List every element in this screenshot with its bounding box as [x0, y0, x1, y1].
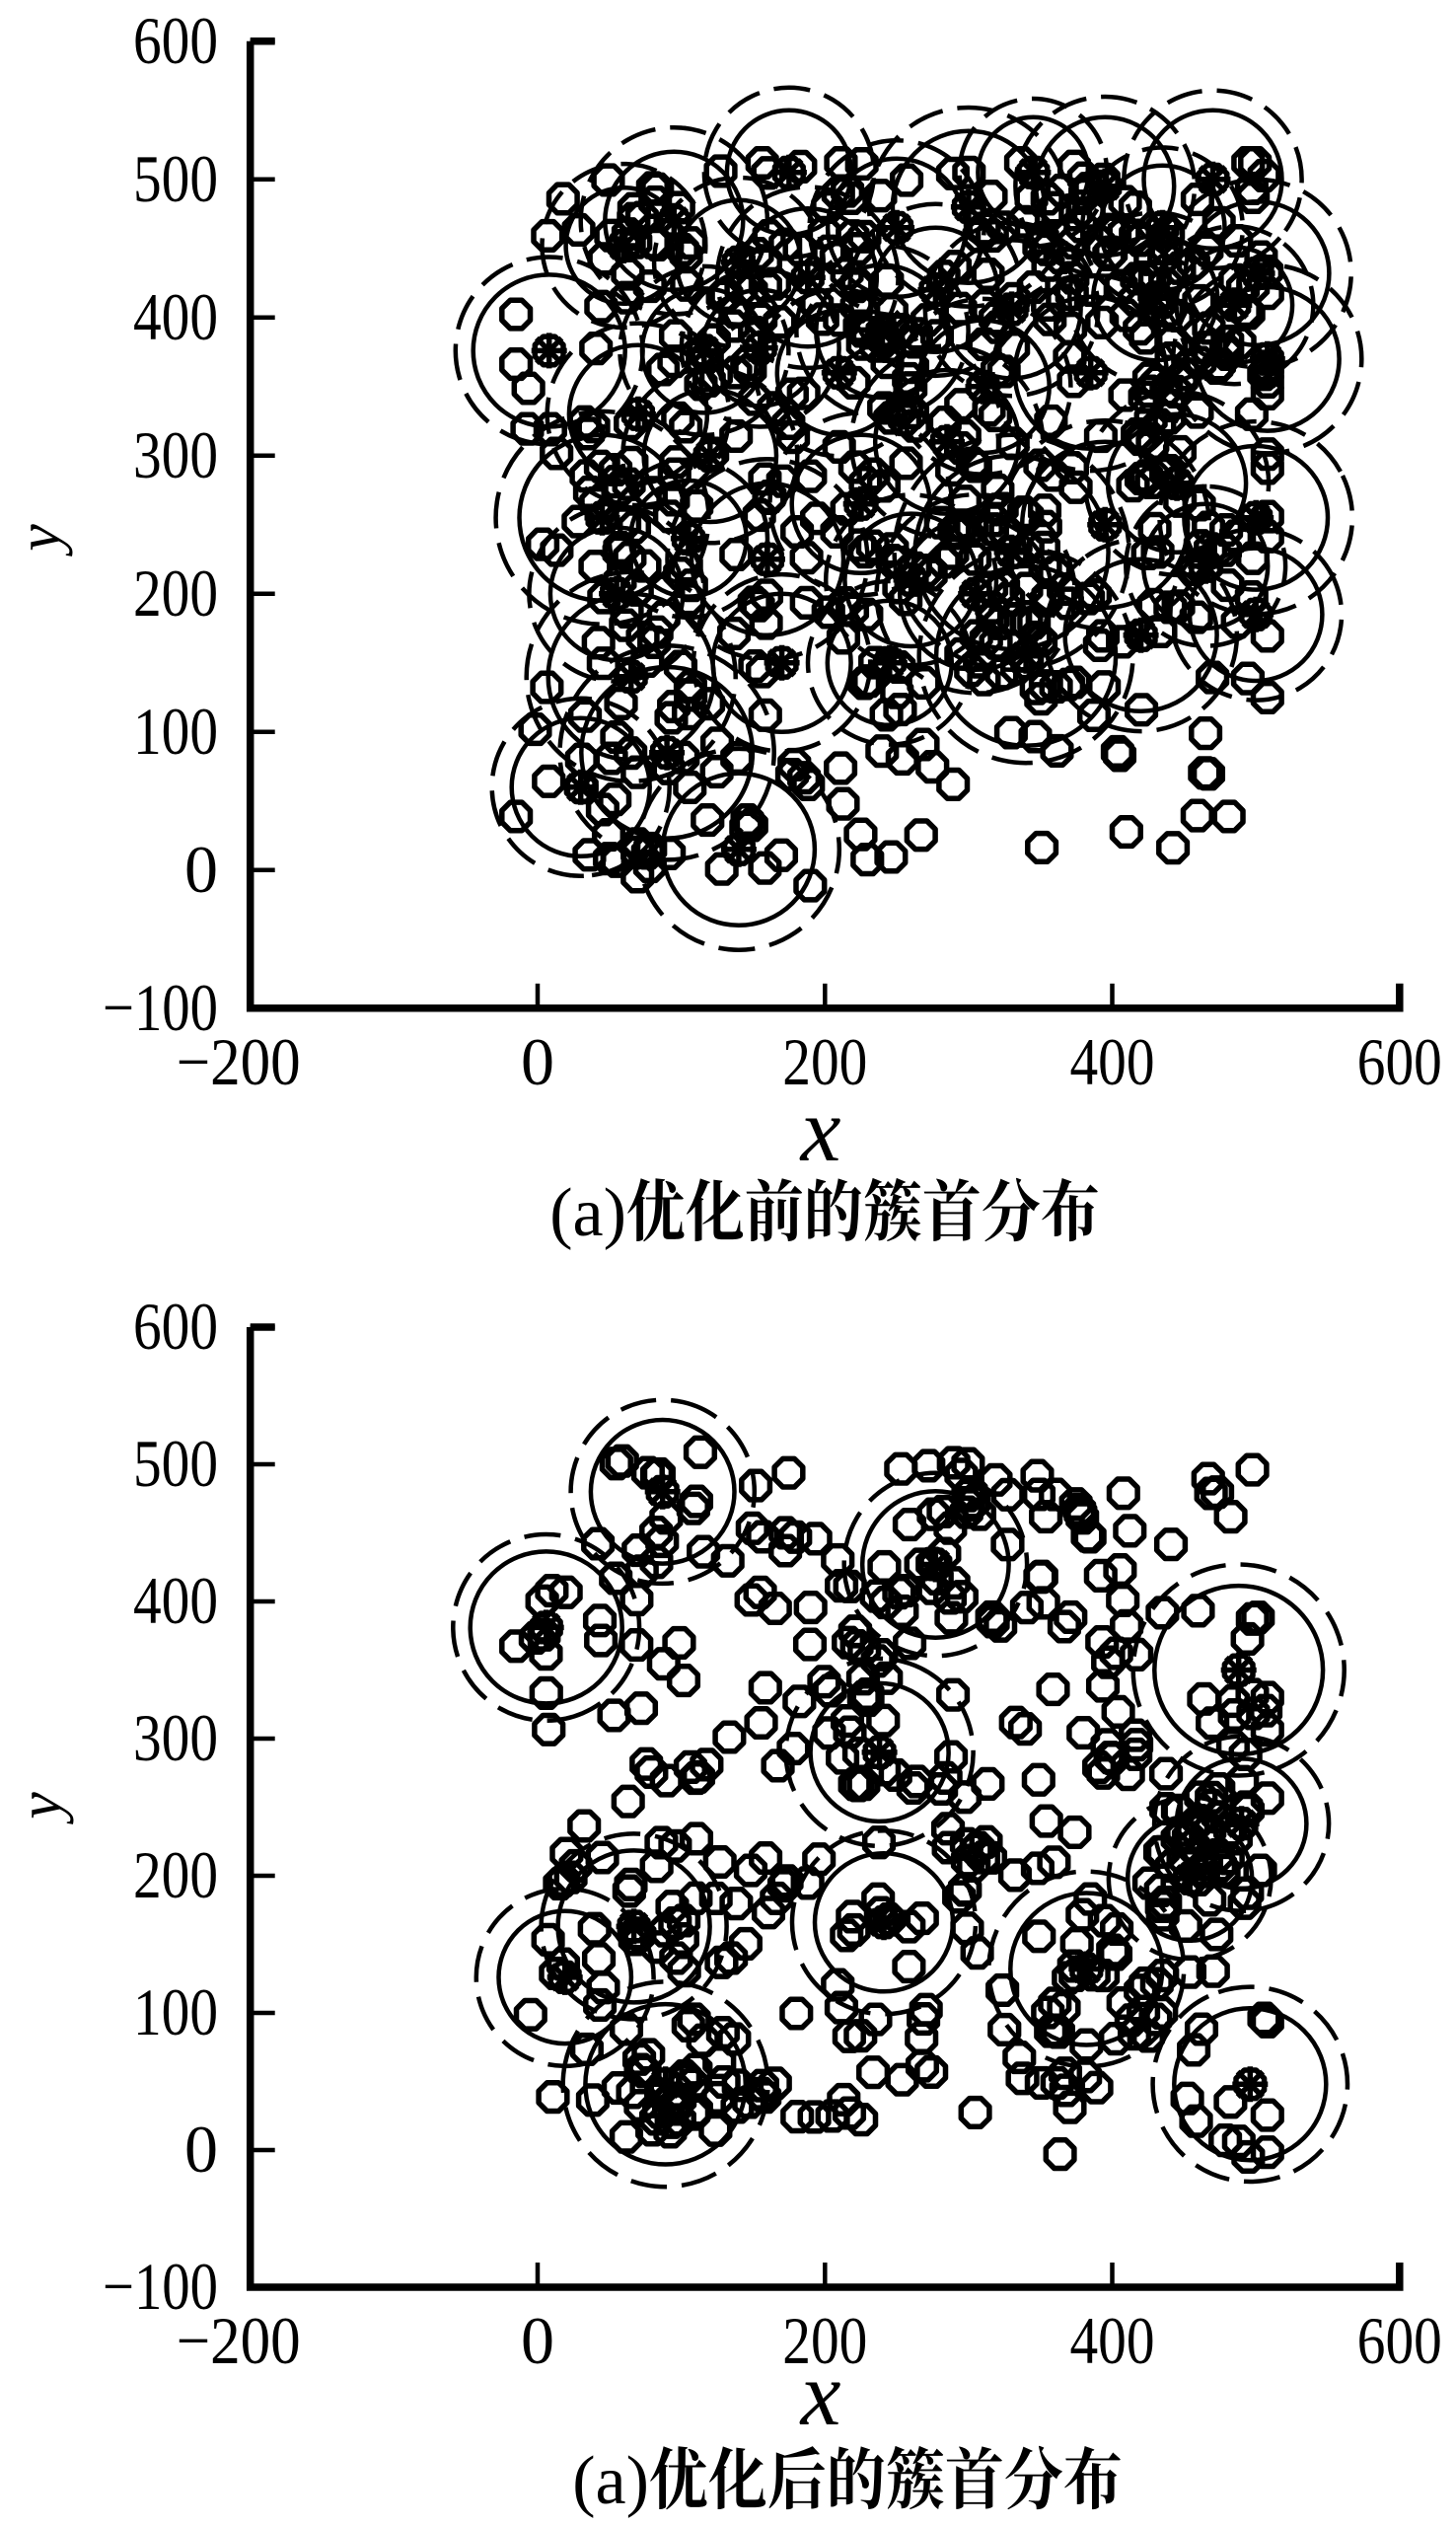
svg-text:0: 0	[521, 2303, 554, 2378]
svg-text:−200: −200	[177, 1024, 301, 1099]
svg-text:600: 600	[133, 3, 218, 78]
svg-text:−100: −100	[103, 970, 218, 1045]
svg-text:400: 400	[1070, 2303, 1155, 2378]
svg-text:0: 0	[521, 1024, 554, 1099]
svg-text:0: 0	[184, 832, 218, 907]
svg-text:300: 300	[133, 1700, 218, 1775]
svg-text:600: 600	[1357, 1024, 1442, 1099]
svg-text:200: 200	[133, 556, 218, 631]
svg-text:500: 500	[133, 141, 218, 216]
svg-text:−200: −200	[177, 2303, 301, 2378]
svg-text:200: 200	[782, 1024, 867, 1099]
svg-text:400: 400	[133, 279, 218, 354]
svg-text:(a): (a)	[549, 1175, 626, 1251]
svg-text:600: 600	[133, 1289, 218, 1364]
svg-text:y: y	[7, 1792, 74, 1825]
svg-text:100: 100	[133, 694, 218, 769]
svg-text:100: 100	[133, 1974, 218, 2049]
svg-text:200: 200	[133, 1837, 218, 1912]
svg-text:y: y	[6, 524, 73, 557]
svg-text:(a): (a)	[572, 2443, 649, 2519]
svg-text:500: 500	[133, 1426, 218, 1501]
svg-text:0: 0	[184, 2112, 218, 2187]
svg-text:−100: −100	[103, 2249, 218, 2324]
svg-text:200: 200	[782, 2303, 867, 2378]
svg-text:x: x	[799, 2343, 841, 2444]
svg-text:400: 400	[1070, 1024, 1155, 1099]
svg-text:400: 400	[133, 1563, 218, 1638]
svg-text:600: 600	[1357, 2303, 1442, 2378]
svg-text:300: 300	[133, 417, 218, 492]
svg-text:x: x	[799, 1079, 841, 1180]
